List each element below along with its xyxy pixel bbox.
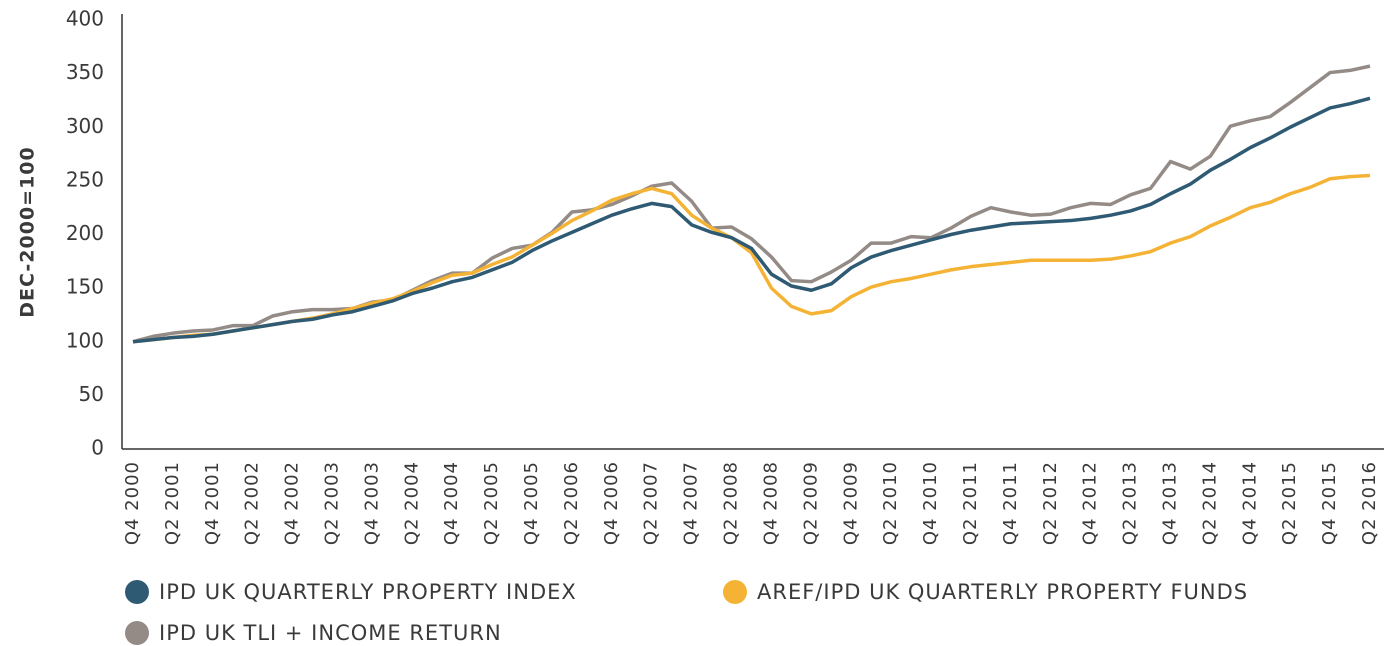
y-tick-label: 300	[66, 114, 104, 138]
series-line	[132, 96, 1371, 344]
x-tick-label: Q4 2015	[1319, 461, 1340, 545]
x-tick-label: Q2 2001	[162, 461, 183, 545]
x-tick-label: Q4 2013	[1159, 461, 1180, 545]
legend-swatch	[125, 621, 149, 645]
legend-swatch	[723, 580, 747, 604]
x-tick-label: Q2 2008	[721, 461, 742, 545]
x-tick-label: Q4 2006	[601, 461, 622, 545]
x-tick-label: Q2 2004	[401, 461, 422, 545]
y-tick-label: 0	[91, 436, 104, 460]
x-tick-label: Q2 2016	[1359, 461, 1380, 545]
x-tick-label: Q4 2004	[441, 461, 462, 545]
x-tick-label: Q4 2005	[521, 461, 542, 545]
y-tick-label: 50	[79, 382, 104, 406]
series-line	[132, 173, 1371, 344]
x-tick-label: Q4 2000	[122, 461, 143, 545]
x-tick-label: Q4 2002	[282, 461, 303, 545]
x-tick-label: Q4 2011	[1000, 461, 1021, 545]
legend-swatch	[125, 580, 149, 604]
legend-label: AREF/IPD UK QUARTERLY PROPERTY FUNDS	[757, 580, 1248, 604]
x-tick-label: Q2 2007	[641, 461, 662, 545]
x-tick-label: Q2 2015	[1279, 461, 1300, 545]
x-tick-label: Q2 2014	[1199, 461, 1220, 545]
x-tick-label: Q2 2005	[481, 461, 502, 545]
series-line	[132, 64, 1371, 344]
x-tick-label: Q2 2013	[1120, 461, 1141, 545]
y-axis-label: DEC-2000=100	[17, 146, 39, 317]
y-tick-label: 200	[66, 221, 104, 245]
x-tick-label: Q2 2010	[880, 461, 901, 545]
y-tick-label: 100	[66, 328, 104, 352]
y-tick-label: 350	[66, 60, 104, 84]
x-tick-label: Q4 2012	[1080, 461, 1101, 545]
y-tick-label: 150	[66, 275, 104, 299]
x-tick-label: Q4 2010	[920, 461, 941, 545]
legend-label: IPD UK QUARTERLY PROPERTY INDEX	[159, 580, 577, 604]
x-tick-label: Q4 2007	[681, 461, 702, 545]
x-tick-label: Q4 2003	[361, 461, 382, 545]
x-tick-label: Q2 2011	[960, 461, 981, 545]
y-tick-label: 400	[66, 7, 104, 31]
legend-label: IPD UK TLI + INCOME RETURN	[159, 621, 502, 645]
x-tick-label: Q2 2012	[1040, 461, 1061, 545]
y-tick-label: 250	[66, 167, 104, 191]
x-tick-label: Q2 2003	[322, 461, 343, 545]
x-tick-label: Q2 2006	[561, 461, 582, 545]
x-tick-label: Q4 2008	[760, 461, 781, 545]
x-tick-label: Q4 2014	[1239, 461, 1260, 545]
x-tick-label: Q2 2009	[800, 461, 821, 545]
x-tick-label: Q2 2002	[242, 461, 263, 545]
x-tick-label: Q4 2009	[840, 461, 861, 545]
x-tick-label: Q4 2001	[202, 461, 223, 545]
